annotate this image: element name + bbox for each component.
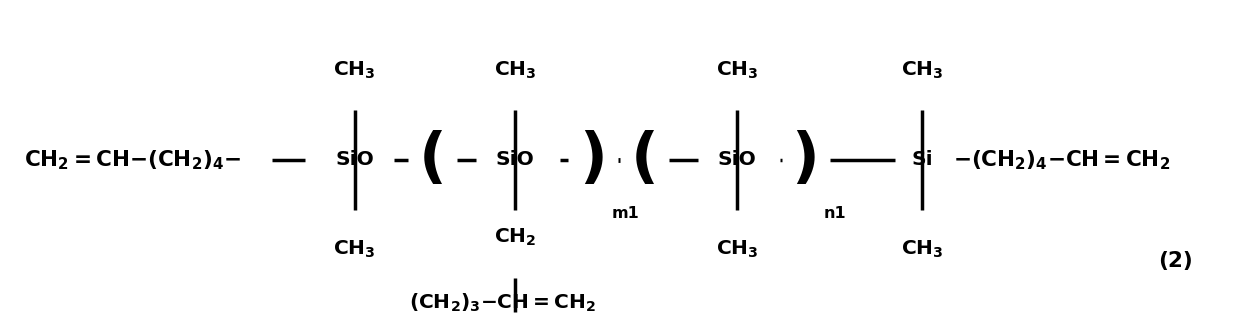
Text: (: ( [631,131,658,189]
Text: SiO: SiO [496,150,534,170]
Text: $\mathbf{CH_2}$: $\mathbf{CH_2}$ [494,226,536,248]
Text: SiO: SiO [718,150,756,170]
Text: $\mathbf{CH_3}$: $\mathbf{CH_3}$ [494,60,537,81]
Text: $\mathbf{CH_3}$: $\mathbf{CH_3}$ [901,60,944,81]
Text: $\mathbf{CH_3}$: $\mathbf{CH_3}$ [334,60,376,81]
Text: $\mathbf{CH_2{=}CH{-}(CH_2)_4{-}}$: $\mathbf{CH_2{=}CH{-}(CH_2)_4{-}}$ [24,148,241,172]
Text: (: ( [418,131,446,189]
Text: ): ) [791,131,820,189]
Text: $\mathbf{CH_3}$: $\mathbf{CH_3}$ [901,239,944,260]
Text: $\mathbf{CH_3}$: $\mathbf{CH_3}$ [334,239,376,260]
Text: Si: Si [911,150,934,170]
Text: m1: m1 [611,206,639,221]
Text: $\mathbf{CH_3}$: $\mathbf{CH_3}$ [715,239,759,260]
Text: $\mathbf{(CH_2)_3{-}CH{=}CH_2}$: $\mathbf{(CH_2)_3{-}CH{=}CH_2}$ [409,292,596,314]
Text: (2): (2) [1158,251,1193,271]
Text: ): ) [579,131,606,189]
Text: $\mathbf{{-}(CH_2)_4{-}CH{=}CH_2}$: $\mathbf{{-}(CH_2)_4{-}CH{=}CH_2}$ [954,148,1171,172]
Text: $\mathbf{CH_3}$: $\mathbf{CH_3}$ [715,60,759,81]
Text: n1: n1 [823,206,847,221]
Text: SiO: SiO [335,150,374,170]
